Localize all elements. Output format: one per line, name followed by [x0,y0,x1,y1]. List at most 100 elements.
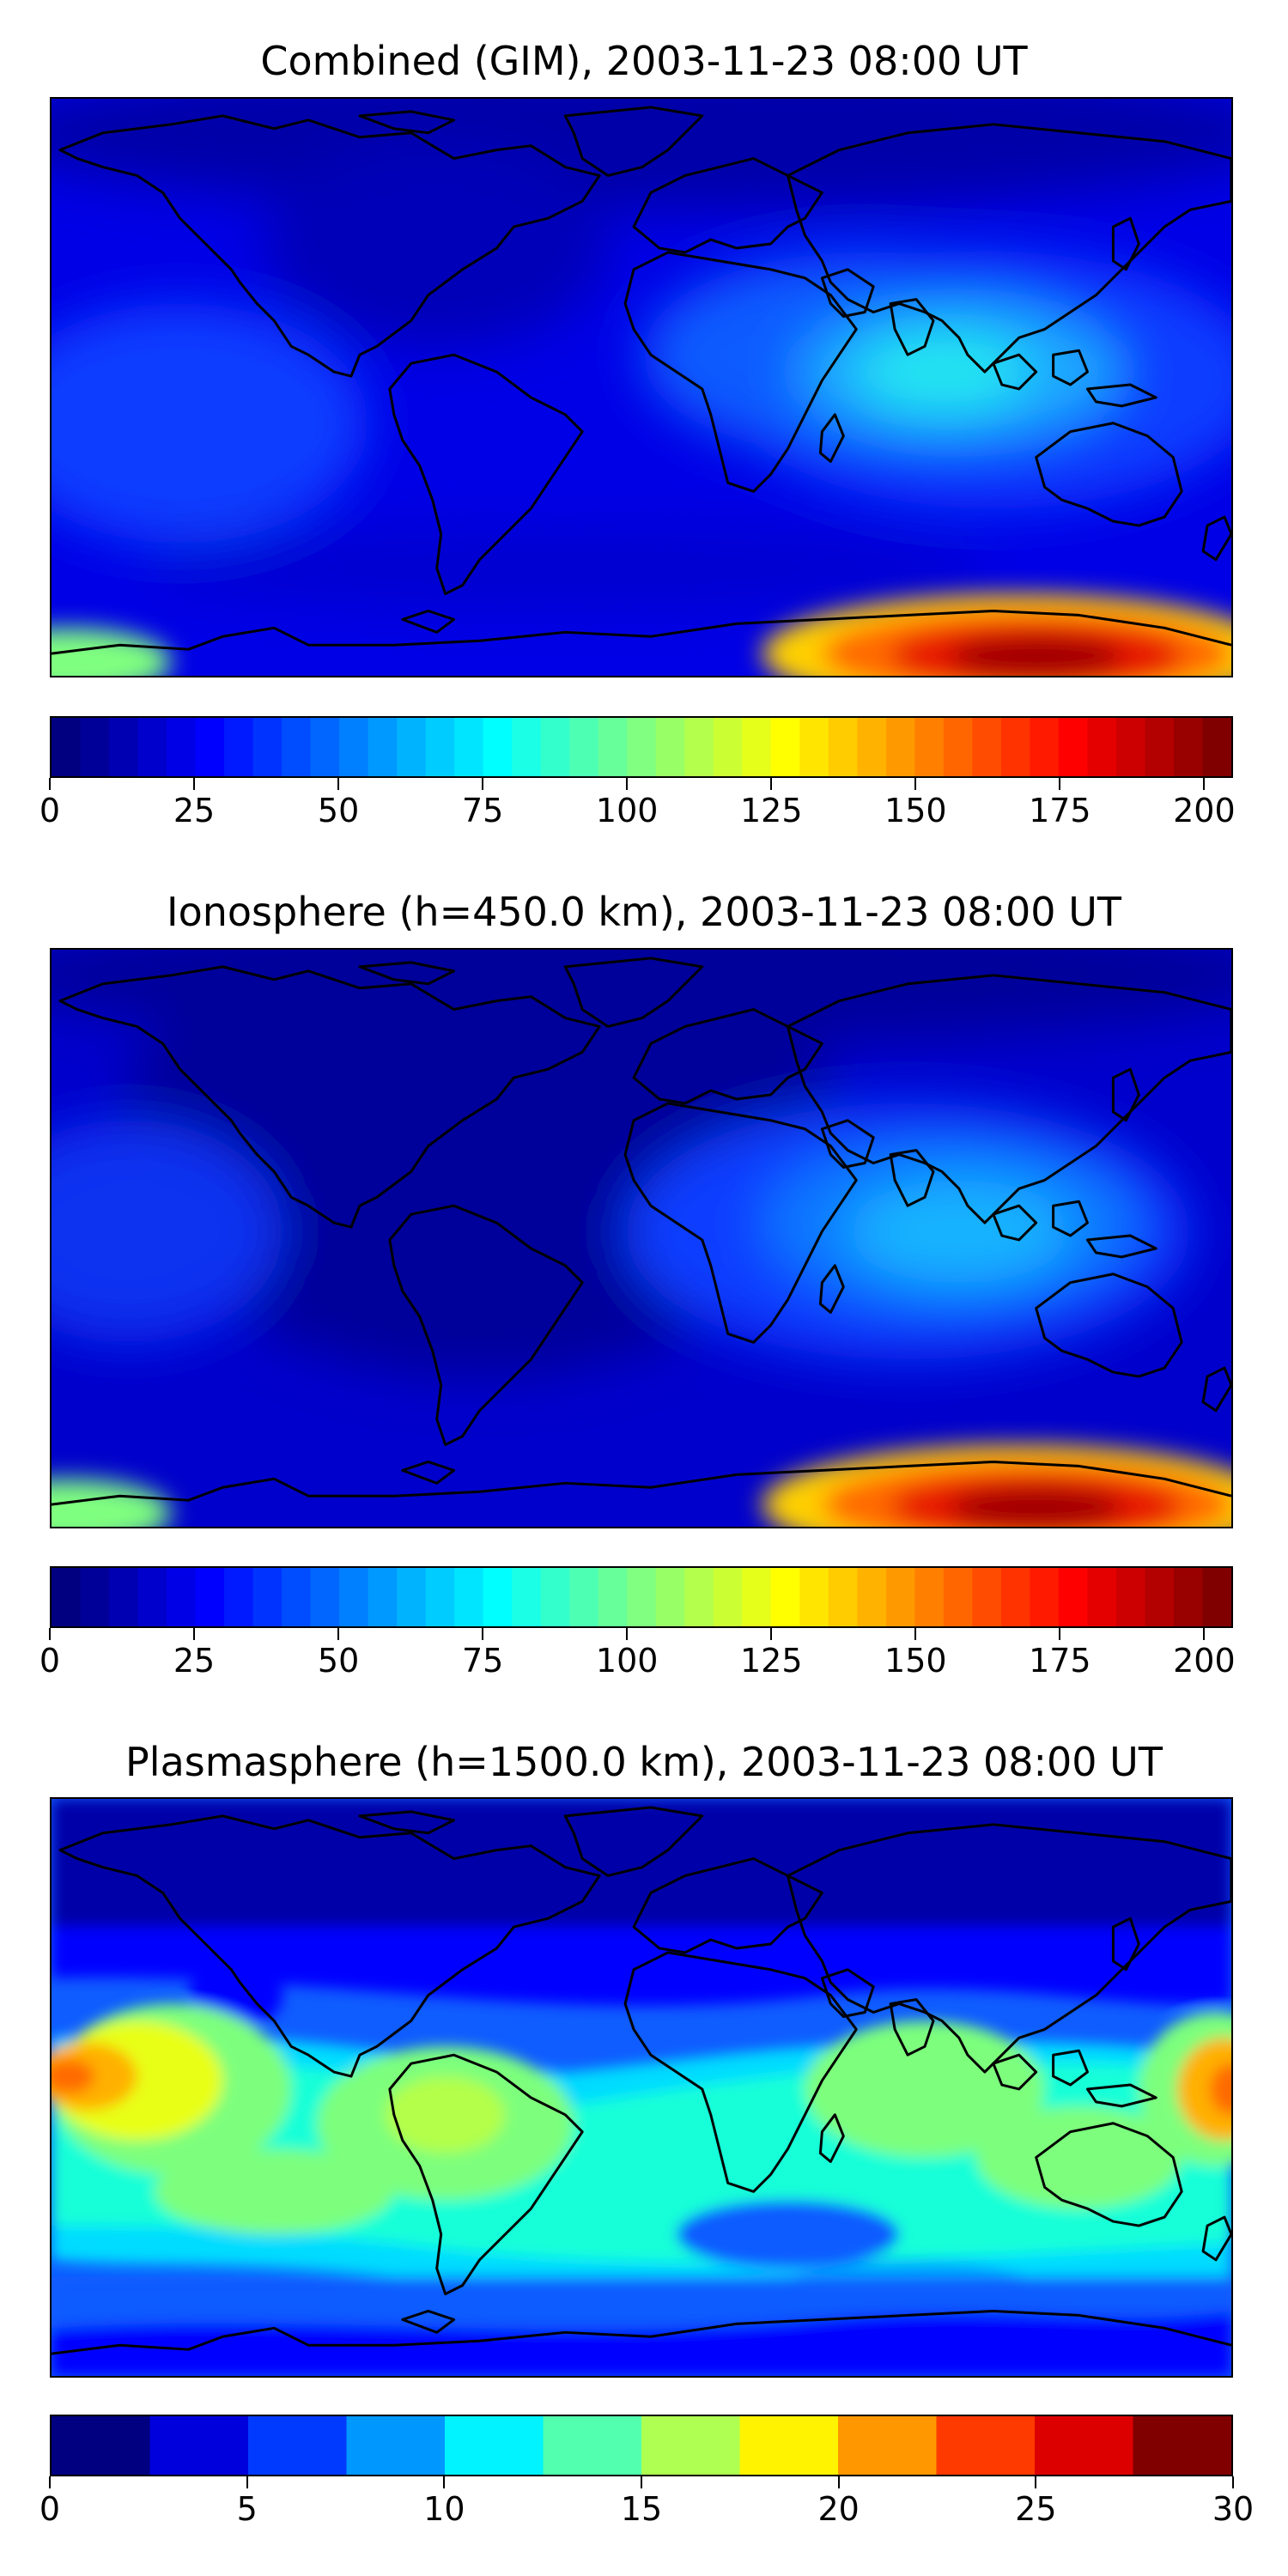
colorbar-tick-label: 125 [739,1642,803,1680]
colorbar-level-swatch [224,718,254,776]
colorbar-level-swatch [857,718,887,776]
colorbar-level-swatch [684,718,714,776]
colorbar-level-swatch [739,2416,839,2475]
map-ionosphere-field [52,950,1231,1527]
colorbar-tick-label: 175 [1029,792,1091,829]
colorbar-level-swatch [799,718,829,776]
colorbar-level-swatch [627,1568,657,1626]
map-plasmasphere [50,1797,1233,2378]
colorbar-level-swatch [368,1568,398,1626]
colorbar-level-swatch [1000,1568,1031,1626]
colorbar-level-swatch [109,718,139,776]
colorbar-tick-label: 75 [461,792,504,829]
colorbar-level-swatch [397,718,427,776]
colorbar-level-swatch [828,1568,858,1626]
colorbar-tick [770,778,773,790]
colorbar-level-swatch [1145,1568,1175,1626]
colorbar-tick-label: 10 [423,2490,465,2528]
colorbar-level-swatch [641,2416,741,2475]
colorbar-level-swatch [425,1568,455,1626]
colorbar-level-swatch [368,718,398,776]
colorbar-tick [1059,778,1061,790]
colorbar-tick [626,778,629,790]
colorbar-level-swatch [713,1568,743,1626]
colorbar-combined [50,716,1233,778]
colorbar-tick [49,2476,51,2488]
colorbar-level-swatch [943,1568,973,1626]
colorbar-level-swatch [224,1568,254,1626]
colorbar-tick-label: 25 [173,1642,216,1680]
colorbar-level-swatch [310,1568,340,1626]
colorbar-tick-label: 15 [620,2490,663,2528]
colorbar-tick [337,778,340,790]
colorbar-level-swatch [167,1568,197,1626]
colorbar-tick [1232,2476,1234,2488]
colorbar-level-swatch [52,718,82,776]
colorbar-level-swatch [512,1568,542,1626]
colorbar-tick [770,1628,773,1640]
colorbar-level-swatch [1058,718,1089,776]
colorbar-level-swatch [1030,718,1060,776]
colorbar-level-swatch [397,1568,427,1626]
panel-title-ionosphere: Ionosphere (h=450.0 km), 2003-11-23 08:0… [167,889,1121,935]
colorbar-level-swatch [684,1568,714,1626]
colorbar-tick [837,2476,840,2488]
colorbar-level-swatch [1173,718,1204,776]
colorbar-level-swatch [1202,718,1231,776]
colorbar-level-swatch [540,718,570,776]
colorbar-tick-label: 20 [817,2490,860,2528]
colorbar-level-swatch [655,718,685,776]
colorbar-level-swatch [914,718,945,776]
colorbar-tick-label: 25 [1015,2490,1057,2528]
colorbar-level-swatch [137,718,167,776]
colorbar-combined-swatches [52,718,1231,776]
colorbar-level-swatch [248,2416,348,2475]
colorbar-level-swatch [346,2416,446,2475]
colorbar-level-swatch [80,718,110,776]
colorbar-level-swatch [252,1568,283,1626]
colorbar-tick-label: 200 [1173,792,1236,829]
colorbar-tick [193,1628,196,1640]
colorbar-tick [482,778,484,790]
colorbar-level-swatch [569,1568,599,1626]
colorbar-level-swatch [838,2416,938,2475]
colorbar-level-swatch [1115,718,1146,776]
colorbar-level-swatch [543,2416,642,2475]
colorbar-level-swatch [742,718,772,776]
colorbar-level-swatch [282,1568,312,1626]
colorbar-level-swatch [444,2416,544,2475]
colorbar-level-swatch [742,1568,772,1626]
colorbar-level-swatch [80,1568,110,1626]
colorbar-tick [641,2476,642,2488]
colorbar-level-swatch [1145,718,1175,776]
colorbar-level-swatch [454,718,484,776]
colorbar-tick-label: 5 [236,2490,258,2528]
colorbar-level-swatch [1030,1568,1060,1626]
map-combined [50,97,1233,677]
colorbar-tick [914,778,917,790]
colorbar-level-swatch [828,718,858,776]
colorbar-level-swatch [936,2416,1036,2475]
colorbar-level-swatch [52,2416,151,2475]
colorbar-level-swatch [339,1568,369,1626]
colorbar-level-swatch [799,1568,829,1626]
colorbar-tick-label: 75 [461,1642,504,1680]
colorbar-level-swatch [1133,2416,1231,2475]
colorbar-level-swatch [770,1568,800,1626]
panel-title-plasmasphere: Plasmasphere (h=1500.0 km), 2003-11-23 0… [125,1739,1163,1785]
colorbar-tick-label: 0 [39,2490,61,2528]
colorbar-level-swatch [1087,718,1117,776]
colorbar-tick-label: 150 [884,1642,947,1680]
colorbar-level-swatch [598,1568,628,1626]
colorbar-tick-label: 30 [1212,2490,1255,2528]
colorbar-tick [1203,1628,1206,1640]
map-ionosphere [50,948,1233,1528]
colorbar-level-swatch [1058,1568,1089,1626]
colorbar-level-swatch [972,1568,1002,1626]
colorbar-level-swatch [310,718,340,776]
colorbar-tick [482,1628,484,1640]
colorbar-level-swatch [52,1568,82,1626]
colorbar-tick [914,1628,917,1640]
colorbar-level-swatch [1115,1568,1146,1626]
colorbar-level-swatch [252,718,283,776]
